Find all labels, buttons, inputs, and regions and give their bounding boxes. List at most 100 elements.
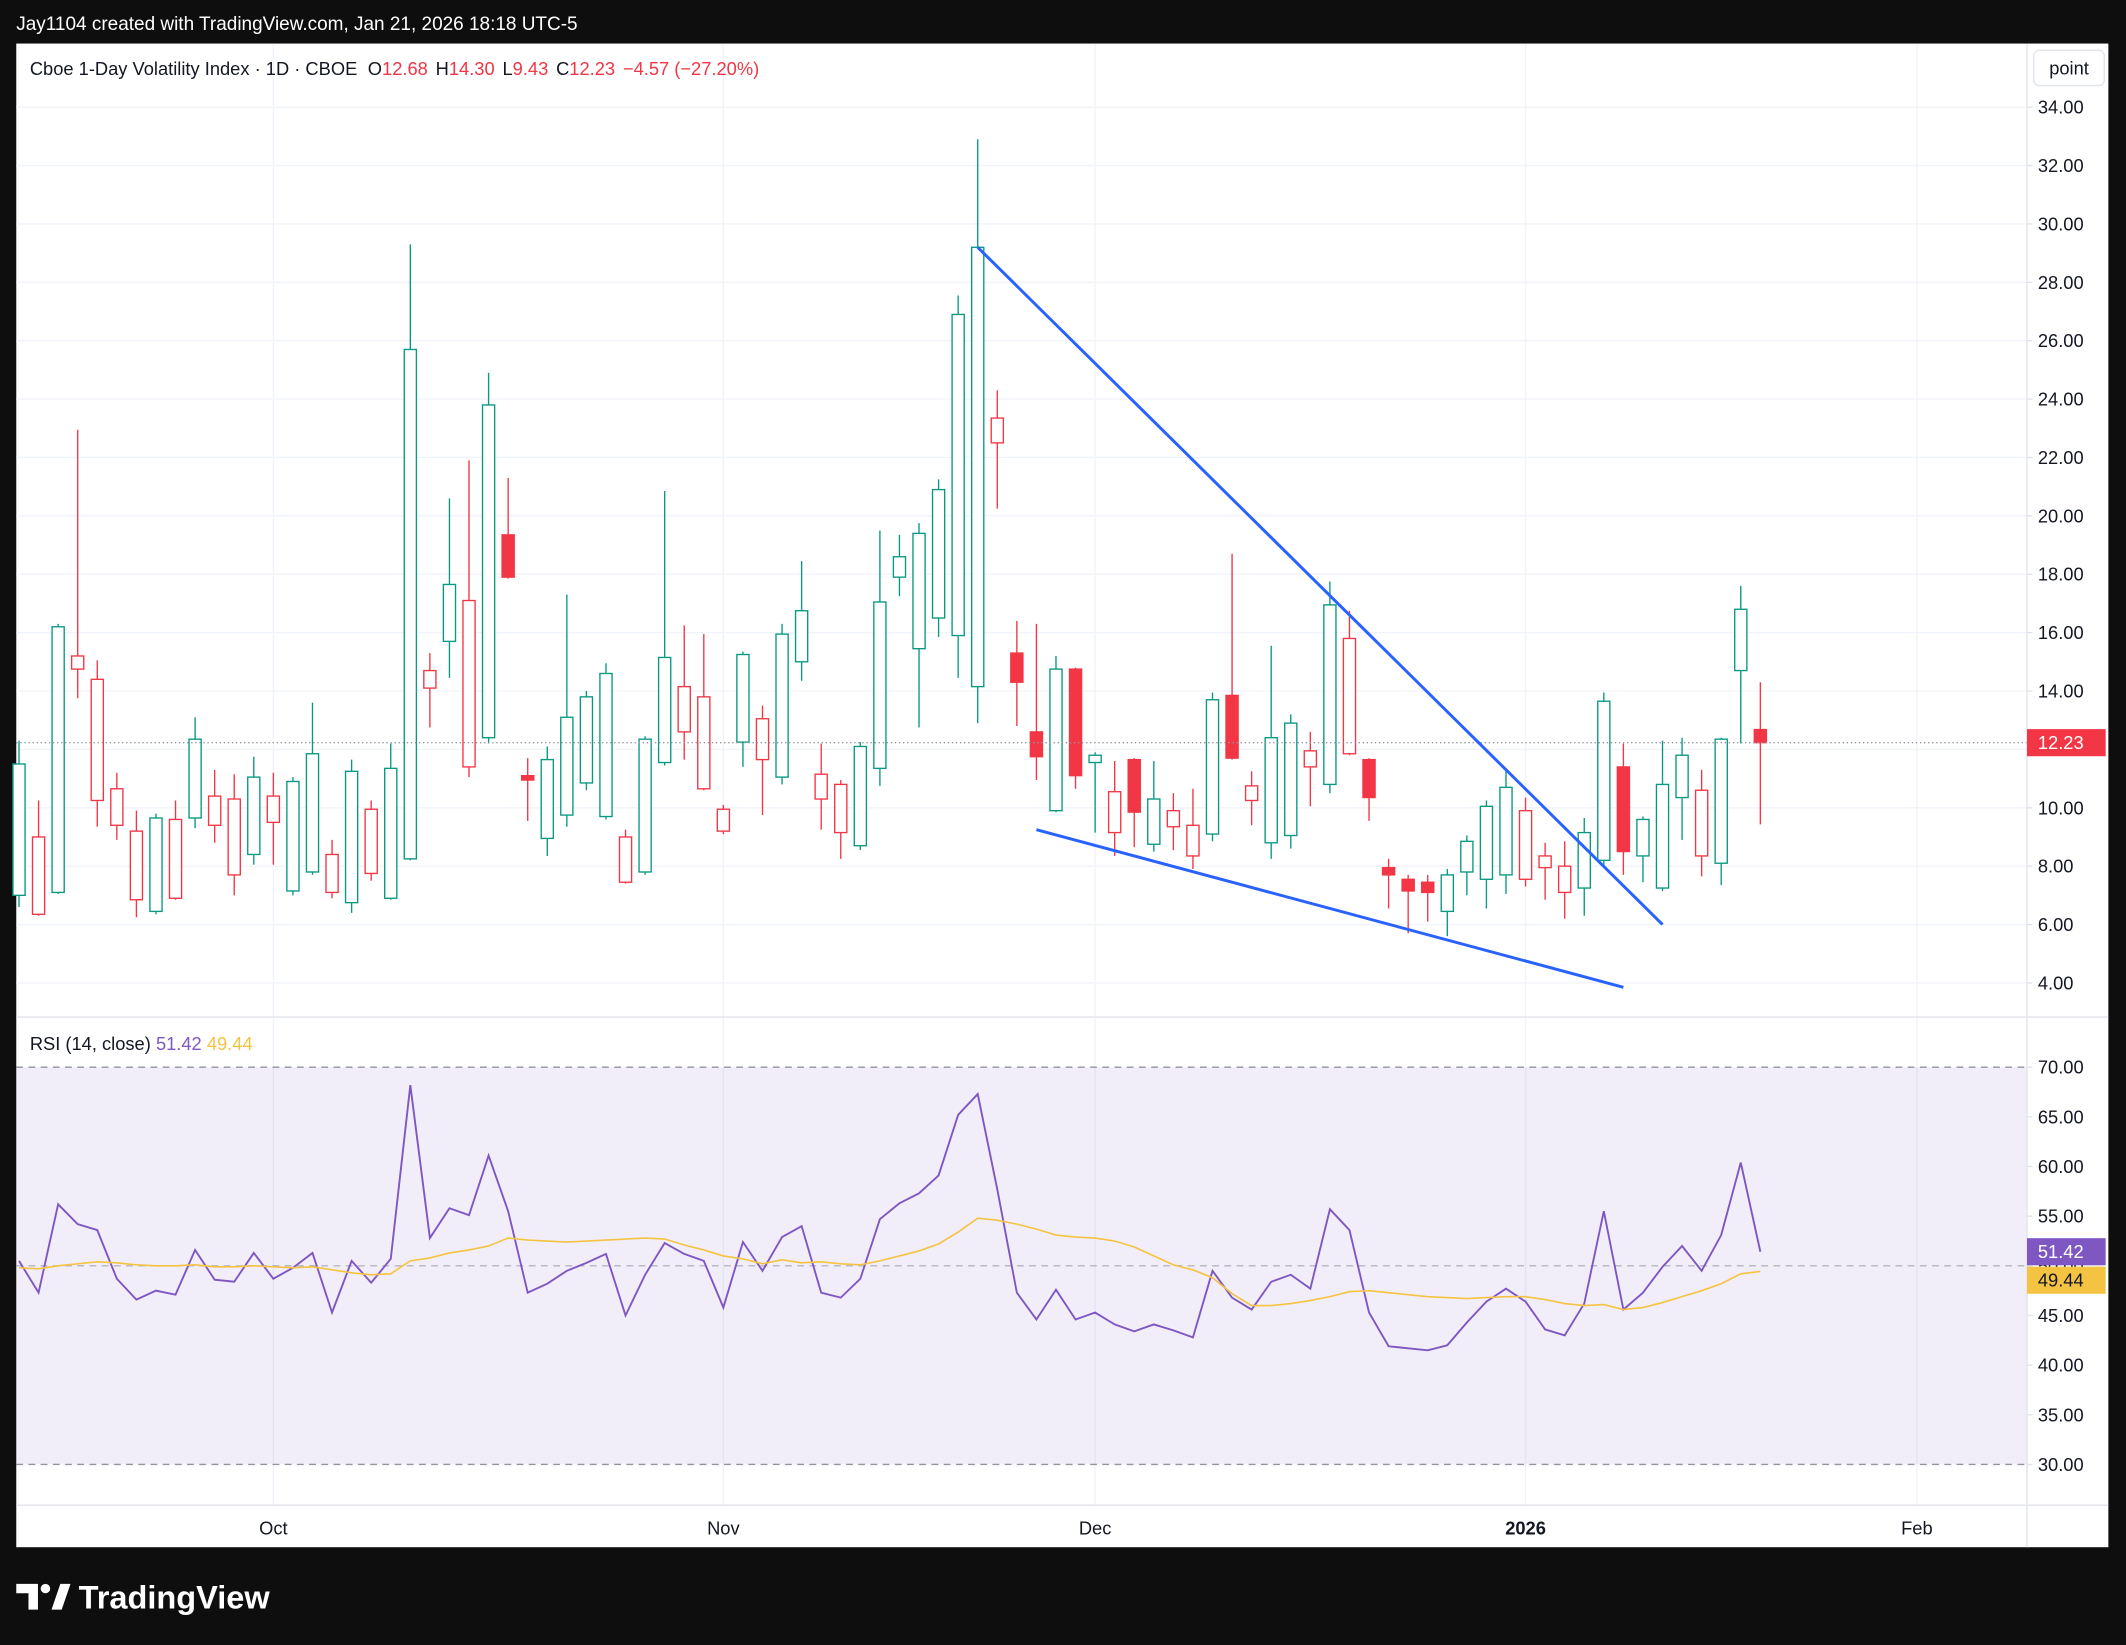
y-tick-label: 18.00 <box>2038 564 2084 585</box>
candle-body <box>266 795 281 824</box>
candle-body <box>599 672 613 818</box>
last-value-box <box>2027 1266 2106 1294</box>
last-value-box <box>2027 1238 2106 1266</box>
candle-body <box>657 656 672 764</box>
candle-body <box>1381 866 1396 876</box>
candle-body <box>755 718 770 761</box>
y-tick-label: 10.00 <box>2038 797 2084 818</box>
y-tick-label: 14.00 <box>2038 681 2084 702</box>
candle-body <box>1186 824 1200 857</box>
candle-body <box>1616 766 1631 853</box>
y-tick-label: 20.00 <box>2038 505 2084 526</box>
candle-body <box>168 818 183 899</box>
candle-body <box>305 753 320 873</box>
candle-body <box>70 655 85 670</box>
trendline <box>1036 828 1624 989</box>
candle-body <box>1225 694 1239 759</box>
last-value-label: 49.44 <box>2038 1270 2084 1291</box>
candle-body <box>1107 791 1122 834</box>
y-tick-label: 55.00 <box>2038 1206 2084 1227</box>
ohlc-value: 9.43 <box>513 57 549 78</box>
candle-body <box>892 556 907 578</box>
candle-body <box>1734 608 1748 672</box>
candle-body <box>501 534 515 578</box>
candle-body <box>1557 865 1572 894</box>
candle-body <box>384 767 398 899</box>
y-tick-label: 35.00 <box>2038 1404 2084 1425</box>
candle-body <box>1303 750 1318 768</box>
candle-body <box>1166 810 1181 828</box>
candle-body <box>853 745 868 847</box>
candle-body <box>462 599 476 768</box>
y-tick-label: 26.00 <box>2038 330 2084 351</box>
y-tick-label: 70.00 <box>2038 1057 2084 1078</box>
x-tick-label: Oct <box>259 1518 287 1539</box>
y-tick-label: 34.00 <box>2038 97 2084 118</box>
ohlc-value: 14.30 <box>449 57 495 78</box>
logo-icon <box>40 1583 51 1594</box>
candle-body <box>1597 700 1611 861</box>
candle-body <box>1577 831 1591 889</box>
price-legend: Cboe 1-Day Volatility Index · 1D · CBOE … <box>30 57 759 78</box>
candle-body <box>1088 754 1102 764</box>
y-tick-label: 16.00 <box>2038 622 2084 643</box>
y-tick-label: 28.00 <box>2038 272 2084 293</box>
candle-body <box>1499 786 1513 876</box>
candle-body <box>618 836 633 883</box>
rsi-title: RSI (14, close) <box>30 1032 151 1053</box>
candle-body <box>1323 604 1337 786</box>
candle-body <box>12 763 26 897</box>
candle-body <box>1049 668 1063 812</box>
y-tick-label: 22.00 <box>2038 447 2084 468</box>
candle-body <box>1342 637 1357 755</box>
candle-body <box>207 795 222 826</box>
candle-body <box>1518 810 1533 880</box>
candle-body <box>1401 878 1415 892</box>
y-tick-label: 40.00 <box>2038 1355 2084 1376</box>
y-tick-label: 8.00 <box>2038 856 2074 877</box>
rsi-ma-value: 49.44 <box>207 1032 253 1053</box>
candle-body <box>1675 754 1689 799</box>
ohlc-value: 12.68 <box>382 57 428 78</box>
y-tick-label: 6.00 <box>2038 914 2074 935</box>
candle-body <box>110 788 124 826</box>
rsi-line <box>18 1084 1762 1352</box>
candle-body <box>1714 738 1728 864</box>
candle-body <box>364 808 378 875</box>
y-tick-label: 4.00 <box>2038 972 2074 993</box>
candle-body <box>1655 783 1670 889</box>
candle-body <box>1538 855 1552 869</box>
candle-body <box>1284 722 1298 837</box>
ohlc-value: 12.23 <box>569 57 615 78</box>
candle-body <box>990 417 1005 444</box>
candle-body <box>1460 840 1474 873</box>
candle-body <box>325 853 339 894</box>
candle-body <box>520 774 535 781</box>
logo: TradingView <box>16 1579 270 1615</box>
candle-body <box>403 348 418 860</box>
candle-body <box>344 770 359 904</box>
candle-body <box>1440 874 1455 913</box>
candle-body <box>677 685 691 733</box>
candle-body <box>912 532 926 650</box>
scale-mode-button[interactable] <box>2033 49 2105 87</box>
scale-mode[interactable]: point <box>2049 57 2089 78</box>
candle-body <box>579 696 594 784</box>
candle-body <box>188 738 202 819</box>
candle-body <box>1205 699 1220 835</box>
candle-body <box>814 773 828 800</box>
ohlc-label: O <box>368 57 382 78</box>
ohlc-label: L <box>502 57 512 78</box>
candle-body <box>481 404 496 739</box>
candle-body <box>834 783 848 834</box>
candle-body <box>31 836 46 915</box>
candle-body <box>149 817 163 913</box>
y-tick-label: 45.00 <box>2038 1305 2084 1326</box>
candle-body <box>247 776 261 856</box>
change: −4.57 <box>623 57 669 78</box>
candle-body <box>951 313 965 637</box>
candle-body <box>638 738 652 873</box>
candle-body <box>423 669 437 689</box>
rsi-line <box>18 1217 1761 1311</box>
